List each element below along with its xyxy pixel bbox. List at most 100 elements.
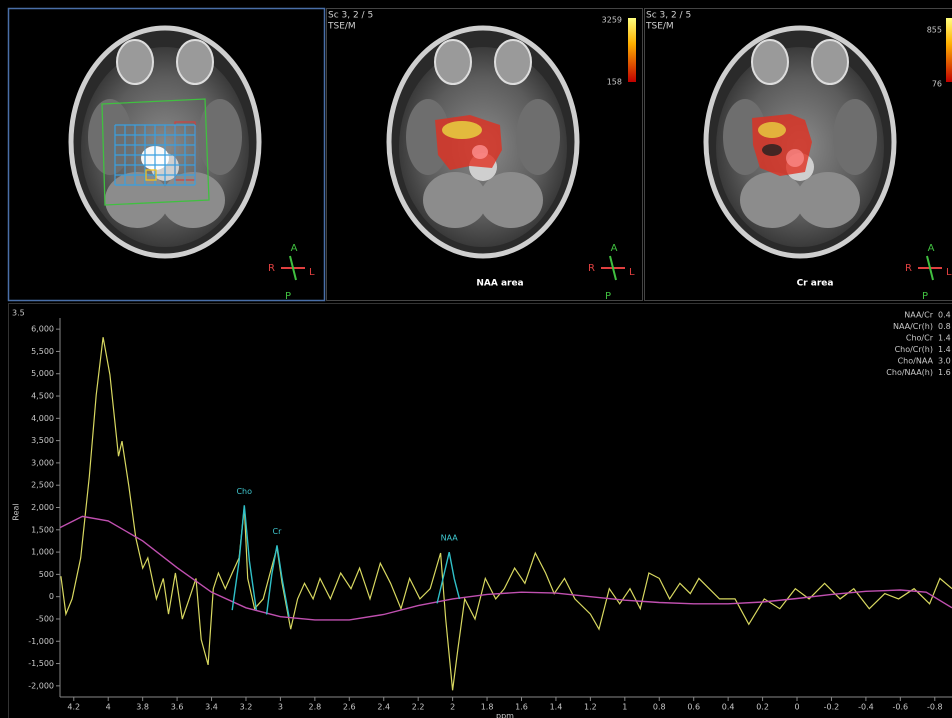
orient-label: P: [285, 291, 291, 302]
ratio-name: Cho/Cr(h): [895, 345, 933, 354]
ratio-name: NAA/Cr: [904, 311, 933, 320]
x-tick-label: 3: [278, 703, 283, 712]
peak-label: Cr: [273, 527, 283, 536]
x-tick-label: 3.6: [171, 703, 184, 712]
ratio-value: 1.4: [938, 345, 951, 354]
orient-label: A: [291, 243, 298, 254]
x-tick-label: 1.2: [584, 703, 597, 712]
x-tick-label: 1.6: [515, 703, 528, 712]
sequence-label: TSE/M: [327, 22, 356, 32]
sequence-label: TSE/M: [645, 22, 674, 32]
viewer: Sc 3, 2 / 5 TSE/M 3259 158 NAA area Sc 3…: [0, 0, 952, 718]
x-tick-label: 2.6: [343, 703, 356, 712]
colorbar-min: 76: [932, 80, 942, 89]
orbit: [495, 40, 531, 84]
colorbar-max: 3259: [602, 16, 622, 25]
y-tick-label: 1,500: [31, 525, 54, 534]
y-tick-label: 500: [39, 570, 54, 579]
cerebellum: [796, 172, 860, 228]
temporal-lobe: [198, 99, 242, 175]
cr-heatmap: [752, 114, 812, 176]
naa-heatmap: [435, 115, 502, 170]
orient-label: A: [928, 243, 935, 254]
cerebellum: [740, 172, 804, 228]
y-tick-label: 4,500: [31, 392, 54, 401]
y-tick-label: 6,000: [31, 325, 54, 334]
y-tick-label: 2,000: [31, 503, 54, 512]
y-tick-label: -2,000: [28, 681, 54, 690]
orbit: [812, 40, 848, 84]
x-tick-label: 3.8: [136, 703, 149, 712]
x-tick-label: 0.8: [653, 703, 666, 712]
temporal-lobe: [516, 99, 560, 175]
map-caption: NAA area: [476, 279, 523, 289]
cerebellum: [423, 172, 487, 228]
y-tick-label: 1,000: [31, 548, 54, 557]
colorbar-min: 158: [607, 78, 622, 87]
orient-label: P: [605, 291, 611, 302]
x-tick-label: 0.2: [756, 703, 769, 712]
x-tick-label: 2.8: [308, 703, 321, 712]
body: Sc 3, 2 / 5 TSE/M 3259 158 NAA area Sc 3…: [0, 0, 952, 718]
ratio-value: 0.4: [938, 311, 951, 320]
orient-label: L: [309, 267, 315, 278]
orient-label: P: [922, 291, 928, 302]
x-tick-label: -0.2: [824, 703, 840, 712]
orbit: [177, 40, 213, 84]
orient-label: R: [905, 263, 912, 274]
y-tick-label: 4,000: [31, 414, 54, 423]
y-tick-label: 5,000: [31, 369, 54, 378]
peak-label: Cho: [236, 487, 252, 496]
x-tick-label: 3.4: [205, 703, 218, 712]
ratio-name: Cho/Cr: [906, 334, 934, 343]
orient-label: A: [611, 243, 618, 254]
y-axis-title: Real: [12, 503, 21, 520]
x-tick-label: -0.4: [858, 703, 874, 712]
map-caption: Cr area: [797, 279, 834, 289]
y-tick-label: -1,500: [28, 659, 54, 668]
y-tick-label: 5,500: [31, 347, 54, 356]
x-tick-label: 1: [622, 703, 627, 712]
ratio-value: 1.6: [938, 368, 951, 377]
orient-label: R: [268, 263, 275, 274]
x-tick-label: -0.6: [893, 703, 909, 712]
ratio-name: Cho/NAA: [898, 357, 934, 366]
x-tick-label: 0: [794, 703, 799, 712]
temporal-lobe: [833, 99, 877, 175]
y-tick-label: -1,000: [28, 637, 54, 646]
orient-label: R: [588, 263, 595, 274]
colorbar-max: 855: [927, 26, 942, 35]
orbit: [435, 40, 471, 84]
y-tick-label: 0: [49, 592, 54, 601]
orbit: [752, 40, 788, 84]
x-tick-label: 2.4: [377, 703, 390, 712]
ratio-name: Cho/NAA(h): [886, 368, 933, 377]
orbit: [117, 40, 153, 84]
x-tick-label: 3.2: [240, 703, 253, 712]
corner-label: 3.5: [12, 309, 25, 318]
colorbar: [946, 18, 952, 82]
x-tick-label: -0.8: [927, 703, 943, 712]
x-axis-title: ppm: [496, 712, 514, 718]
ratio-value: 0.8: [938, 322, 951, 331]
x-tick-label: 2: [450, 703, 455, 712]
x-tick-label: 4: [106, 703, 111, 712]
x-tick-label: 1.4: [550, 703, 563, 712]
peak-label: NAA: [441, 534, 459, 543]
x-tick-label: 2.2: [412, 703, 425, 712]
y-tick-label: -500: [36, 614, 54, 623]
colorbar: [628, 18, 636, 82]
series-header: Sc 3, 2 / 5: [646, 11, 691, 21]
x-tick-label: 1.8: [481, 703, 494, 712]
page: MR Spectroscopy Viewer {"viewer": { "ori…: [0, 0, 952, 718]
orient-label: L: [629, 267, 635, 278]
ratio-value: 3.0: [938, 357, 951, 366]
ratio-name: NAA/Cr(h): [893, 322, 933, 331]
x-tick-label: 0.6: [687, 703, 700, 712]
x-tick-label: 0.4: [722, 703, 735, 712]
series-header: Sc 3, 2 / 5: [328, 11, 373, 21]
cerebellum: [479, 172, 543, 228]
orient-label: L: [946, 267, 952, 278]
y-tick-label: 3,500: [31, 436, 54, 445]
x-tick-label: 4.2: [67, 703, 80, 712]
